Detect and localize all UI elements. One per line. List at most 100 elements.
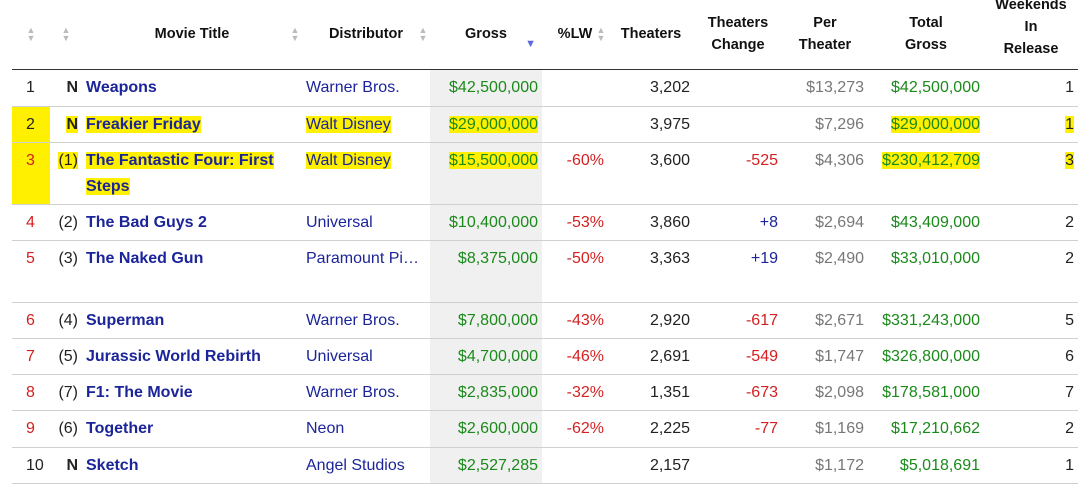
weekends-cell-text: 2 bbox=[1065, 249, 1074, 267]
last-week-cell: (3) bbox=[50, 240, 82, 302]
movie-title-link[interactable]: The Naked Gun bbox=[82, 240, 302, 302]
movie-title-link[interactable]: Jurassic World Rebirth bbox=[82, 338, 302, 374]
gross-cell-text: $4,700,000 bbox=[457, 347, 538, 365]
rank-cell: 7 bbox=[12, 338, 50, 374]
distributor-link[interactable]: Warner Bros. bbox=[302, 69, 430, 106]
pct-lw-cell-text: -32% bbox=[566, 383, 604, 401]
theaters-cell: 3,600 bbox=[608, 142, 694, 204]
last-week-cell-text: (6) bbox=[58, 419, 78, 437]
movie-title-link[interactable]: The Fantastic Four: First Steps bbox=[82, 142, 302, 204]
theaters-cell-text: 2,920 bbox=[649, 311, 690, 329]
table-row[interactable]: 2 N Freakier Friday Walt Disney $29,000,000 3… bbox=[12, 106, 1078, 142]
distributor-link-text[interactable]: Walt Disney bbox=[306, 151, 391, 169]
movie-title-link[interactable]: Superman bbox=[82, 302, 302, 338]
header-last-week[interactable]: ▲ ▼ bbox=[50, 0, 82, 69]
distributor-link[interactable]: Angel Studios bbox=[302, 447, 430, 483]
table-row[interactable]: 10 N Sketch Angel Studios $2,527,285 2,157 $1,… bbox=[12, 447, 1078, 483]
movie-title-link[interactable]: The Fantastic Four: First Steps bbox=[86, 151, 274, 195]
per-theater-cell: $7,296 bbox=[782, 106, 868, 142]
distributor-link-text[interactable]: Warner Bros. bbox=[306, 78, 400, 96]
header-theaters-change[interactable]: Theaters Change bbox=[707, 15, 769, 54]
rank-cell: 2 bbox=[12, 106, 50, 142]
distributor-link-text[interactable]: Neon bbox=[306, 419, 345, 437]
movie-title-link[interactable]: Together bbox=[82, 410, 302, 447]
table-row[interactable]: 8 (7) F1: The Movie Warner Bros. $2,835,000 -… bbox=[12, 374, 1078, 410]
table-row[interactable]: 3 (1) The Fantastic Four: First Steps Walt … bbox=[12, 142, 1078, 204]
distributor-link[interactable]: Universal bbox=[302, 338, 430, 374]
weekends-cell: 2 bbox=[984, 240, 1078, 302]
last-week-cell-text: N bbox=[66, 115, 78, 133]
pct-lw-cell bbox=[542, 447, 608, 483]
pct-lw-cell: -62% bbox=[542, 410, 608, 447]
pct-lw-cell-text: -50% bbox=[566, 249, 604, 267]
table-row[interactable]: 6 (4) Superman Warner Bros. $7,800,000 -43% 2,… bbox=[12, 302, 1078, 338]
distributor-link[interactable]: Warner Bros. bbox=[302, 374, 430, 410]
pct-lw-cell: -50% bbox=[542, 240, 608, 302]
header-weekends[interactable]: Weekends In Release bbox=[995, 0, 1067, 57]
movie-title-link[interactable]: Together bbox=[86, 419, 154, 437]
header-theaters[interactable]: Theaters bbox=[620, 26, 682, 43]
distributor-link[interactable]: Walt Disney bbox=[302, 142, 430, 204]
distributor-link[interactable]: Warner Bros. bbox=[302, 302, 430, 338]
table-row[interactable]: 5 (3) The Naked Gun Paramount Pi… $8,375,000… bbox=[12, 240, 1078, 302]
rank-cell: 10 bbox=[12, 447, 50, 483]
last-week-cell: (2) bbox=[50, 204, 82, 240]
distributor-link[interactable]: Neon bbox=[302, 410, 430, 447]
per-theater-cell: $13,273 bbox=[782, 69, 868, 106]
header-pct-lw[interactable]: %LW ▲ ▼ bbox=[557, 25, 606, 44]
movie-title-link[interactable]: Freakier Friday bbox=[86, 115, 201, 133]
movie-title-link[interactable]: F1: The Movie bbox=[82, 374, 302, 410]
weekends-cell-text: 6 bbox=[1065, 347, 1074, 365]
total-gross-cell: $29,000,000 bbox=[868, 106, 984, 142]
distributor-link[interactable]: Walt Disney bbox=[302, 106, 430, 142]
sort-icon[interactable]: ▲ ▼ bbox=[418, 25, 428, 44]
distributor-link-text[interactable]: Angel Studios bbox=[306, 456, 405, 474]
distributor-link-text[interactable]: Paramount Pi… bbox=[306, 249, 419, 267]
total-gross-cell-text: $17,210,662 bbox=[891, 419, 980, 437]
header-distributor[interactable]: Distributor ▲ ▼ bbox=[328, 25, 428, 44]
distributor-link[interactable]: Paramount Pi… bbox=[302, 240, 430, 302]
movie-title-link[interactable]: Sketch bbox=[82, 447, 302, 483]
header-total-gross[interactable]: Total Gross bbox=[905, 15, 947, 54]
theaters-change-cell: +8 bbox=[694, 204, 782, 240]
sort-icon[interactable]: ▲ ▼ bbox=[596, 25, 606, 44]
weekends-cell: 1 bbox=[984, 106, 1078, 142]
gross-cell-text: $2,527,285 bbox=[457, 456, 538, 474]
distributor-link[interactable]: Universal bbox=[302, 204, 430, 240]
header-per-theater[interactable]: Per Theater bbox=[798, 15, 852, 54]
sort-desc-icon[interactable]: ▼ bbox=[525, 38, 536, 50]
movie-title-link[interactable]: Freakier Friday bbox=[82, 106, 302, 142]
sort-icon[interactable]: ▲ ▼ bbox=[290, 25, 300, 44]
gross-cell-text: $2,600,000 bbox=[457, 419, 538, 437]
theaters-cell: 3,975 bbox=[608, 106, 694, 142]
table-row[interactable]: 9 (6) Together Neon $2,600,000 -62% 2,225 -77 $1… bbox=[12, 410, 1078, 447]
sort-icon[interactable]: ▲ ▼ bbox=[26, 25, 36, 44]
total-gross-cell: $178,581,000 bbox=[868, 374, 984, 410]
movie-title-link[interactable]: Jurassic World Rebirth bbox=[86, 347, 261, 365]
movie-title-link[interactable]: The Bad Guys 2 bbox=[82, 204, 302, 240]
header-gross[interactable]: Gross ▼ bbox=[430, 0, 542, 69]
theaters-change-cell-text: -617 bbox=[745, 311, 778, 329]
header-movie-title[interactable]: Movie Title ▲ ▼ bbox=[154, 25, 300, 44]
distributor-link-text[interactable]: Walt Disney bbox=[306, 115, 391, 133]
header-rank[interactable]: ▲ ▼ bbox=[12, 0, 50, 69]
movie-title-link[interactable]: The Bad Guys 2 bbox=[86, 213, 207, 231]
total-gross-cell: $33,010,000 bbox=[868, 240, 984, 302]
movie-title-link[interactable]: Sketch bbox=[86, 456, 139, 474]
distributor-link-text[interactable]: Universal bbox=[306, 213, 373, 231]
movie-title-link[interactable]: Weapons bbox=[82, 69, 302, 106]
distributor-link-text[interactable]: Warner Bros. bbox=[306, 383, 400, 401]
movie-title-link[interactable]: Weapons bbox=[86, 78, 157, 96]
theaters-change-cell: -549 bbox=[694, 338, 782, 374]
table-row[interactable]: 4 (2) The Bad Guys 2 Universal $10,400,000 -5… bbox=[12, 204, 1078, 240]
theaters-cell: 3,202 bbox=[608, 69, 694, 106]
sort-icon[interactable]: ▲ ▼ bbox=[61, 25, 71, 44]
distributor-link-text[interactable]: Universal bbox=[306, 347, 373, 365]
table-row[interactable]: 1 N Weapons Warner Bros. $42,500,000 3,202 $13… bbox=[12, 69, 1078, 106]
table-row[interactable]: 7 (5) Jurassic World Rebirth Universal $4,70… bbox=[12, 338, 1078, 374]
movie-title-link[interactable]: Superman bbox=[86, 311, 165, 329]
distributor-link-text[interactable]: Warner Bros. bbox=[306, 311, 400, 329]
movie-title-link[interactable]: The Naked Gun bbox=[86, 249, 204, 267]
movie-title-link[interactable]: F1: The Movie bbox=[86, 383, 193, 401]
rank-cell: 9 bbox=[12, 410, 50, 447]
